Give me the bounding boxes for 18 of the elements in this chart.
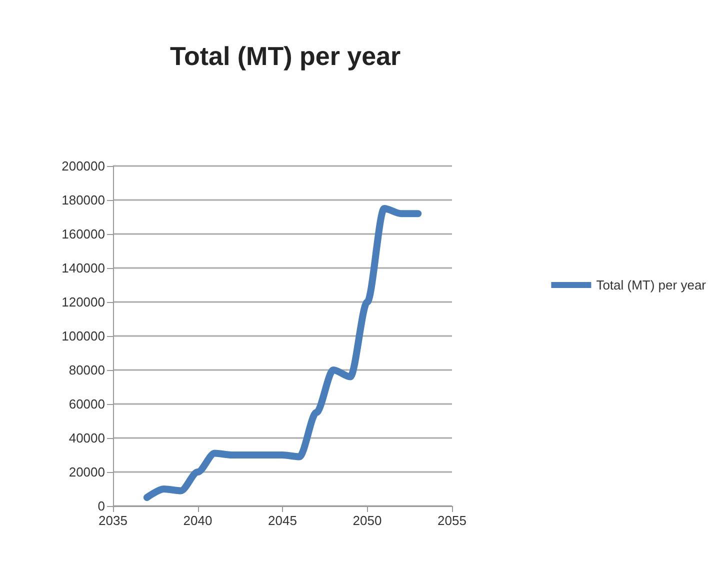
y-tick-label: 160000: [62, 226, 105, 242]
y-tick-label: 60000: [68, 396, 105, 412]
y-tick-label: 200000: [62, 158, 105, 174]
y-tick-label: 80000: [68, 362, 105, 378]
x-tick-label: 2055: [438, 513, 466, 528]
y-tick-label: 0: [98, 498, 105, 514]
y-tick-label: 100000: [62, 328, 105, 344]
legend-label: Total (MT) per year: [596, 278, 707, 292]
x-tick-label: 2035: [98, 513, 128, 528]
y-tick-label: 40000: [68, 430, 105, 446]
y-tick-label: 180000: [62, 192, 105, 208]
x-tick-label: 2040: [183, 513, 212, 528]
x-tick-label: 2050: [352, 513, 382, 528]
y-tick-label: 20000: [68, 464, 105, 480]
chart-title: Total (MT) per year: [170, 41, 401, 71]
y-tick-label: 140000: [62, 260, 105, 276]
y-tick-label: 120000: [62, 294, 105, 310]
x-tick-label: 2045: [268, 513, 297, 528]
